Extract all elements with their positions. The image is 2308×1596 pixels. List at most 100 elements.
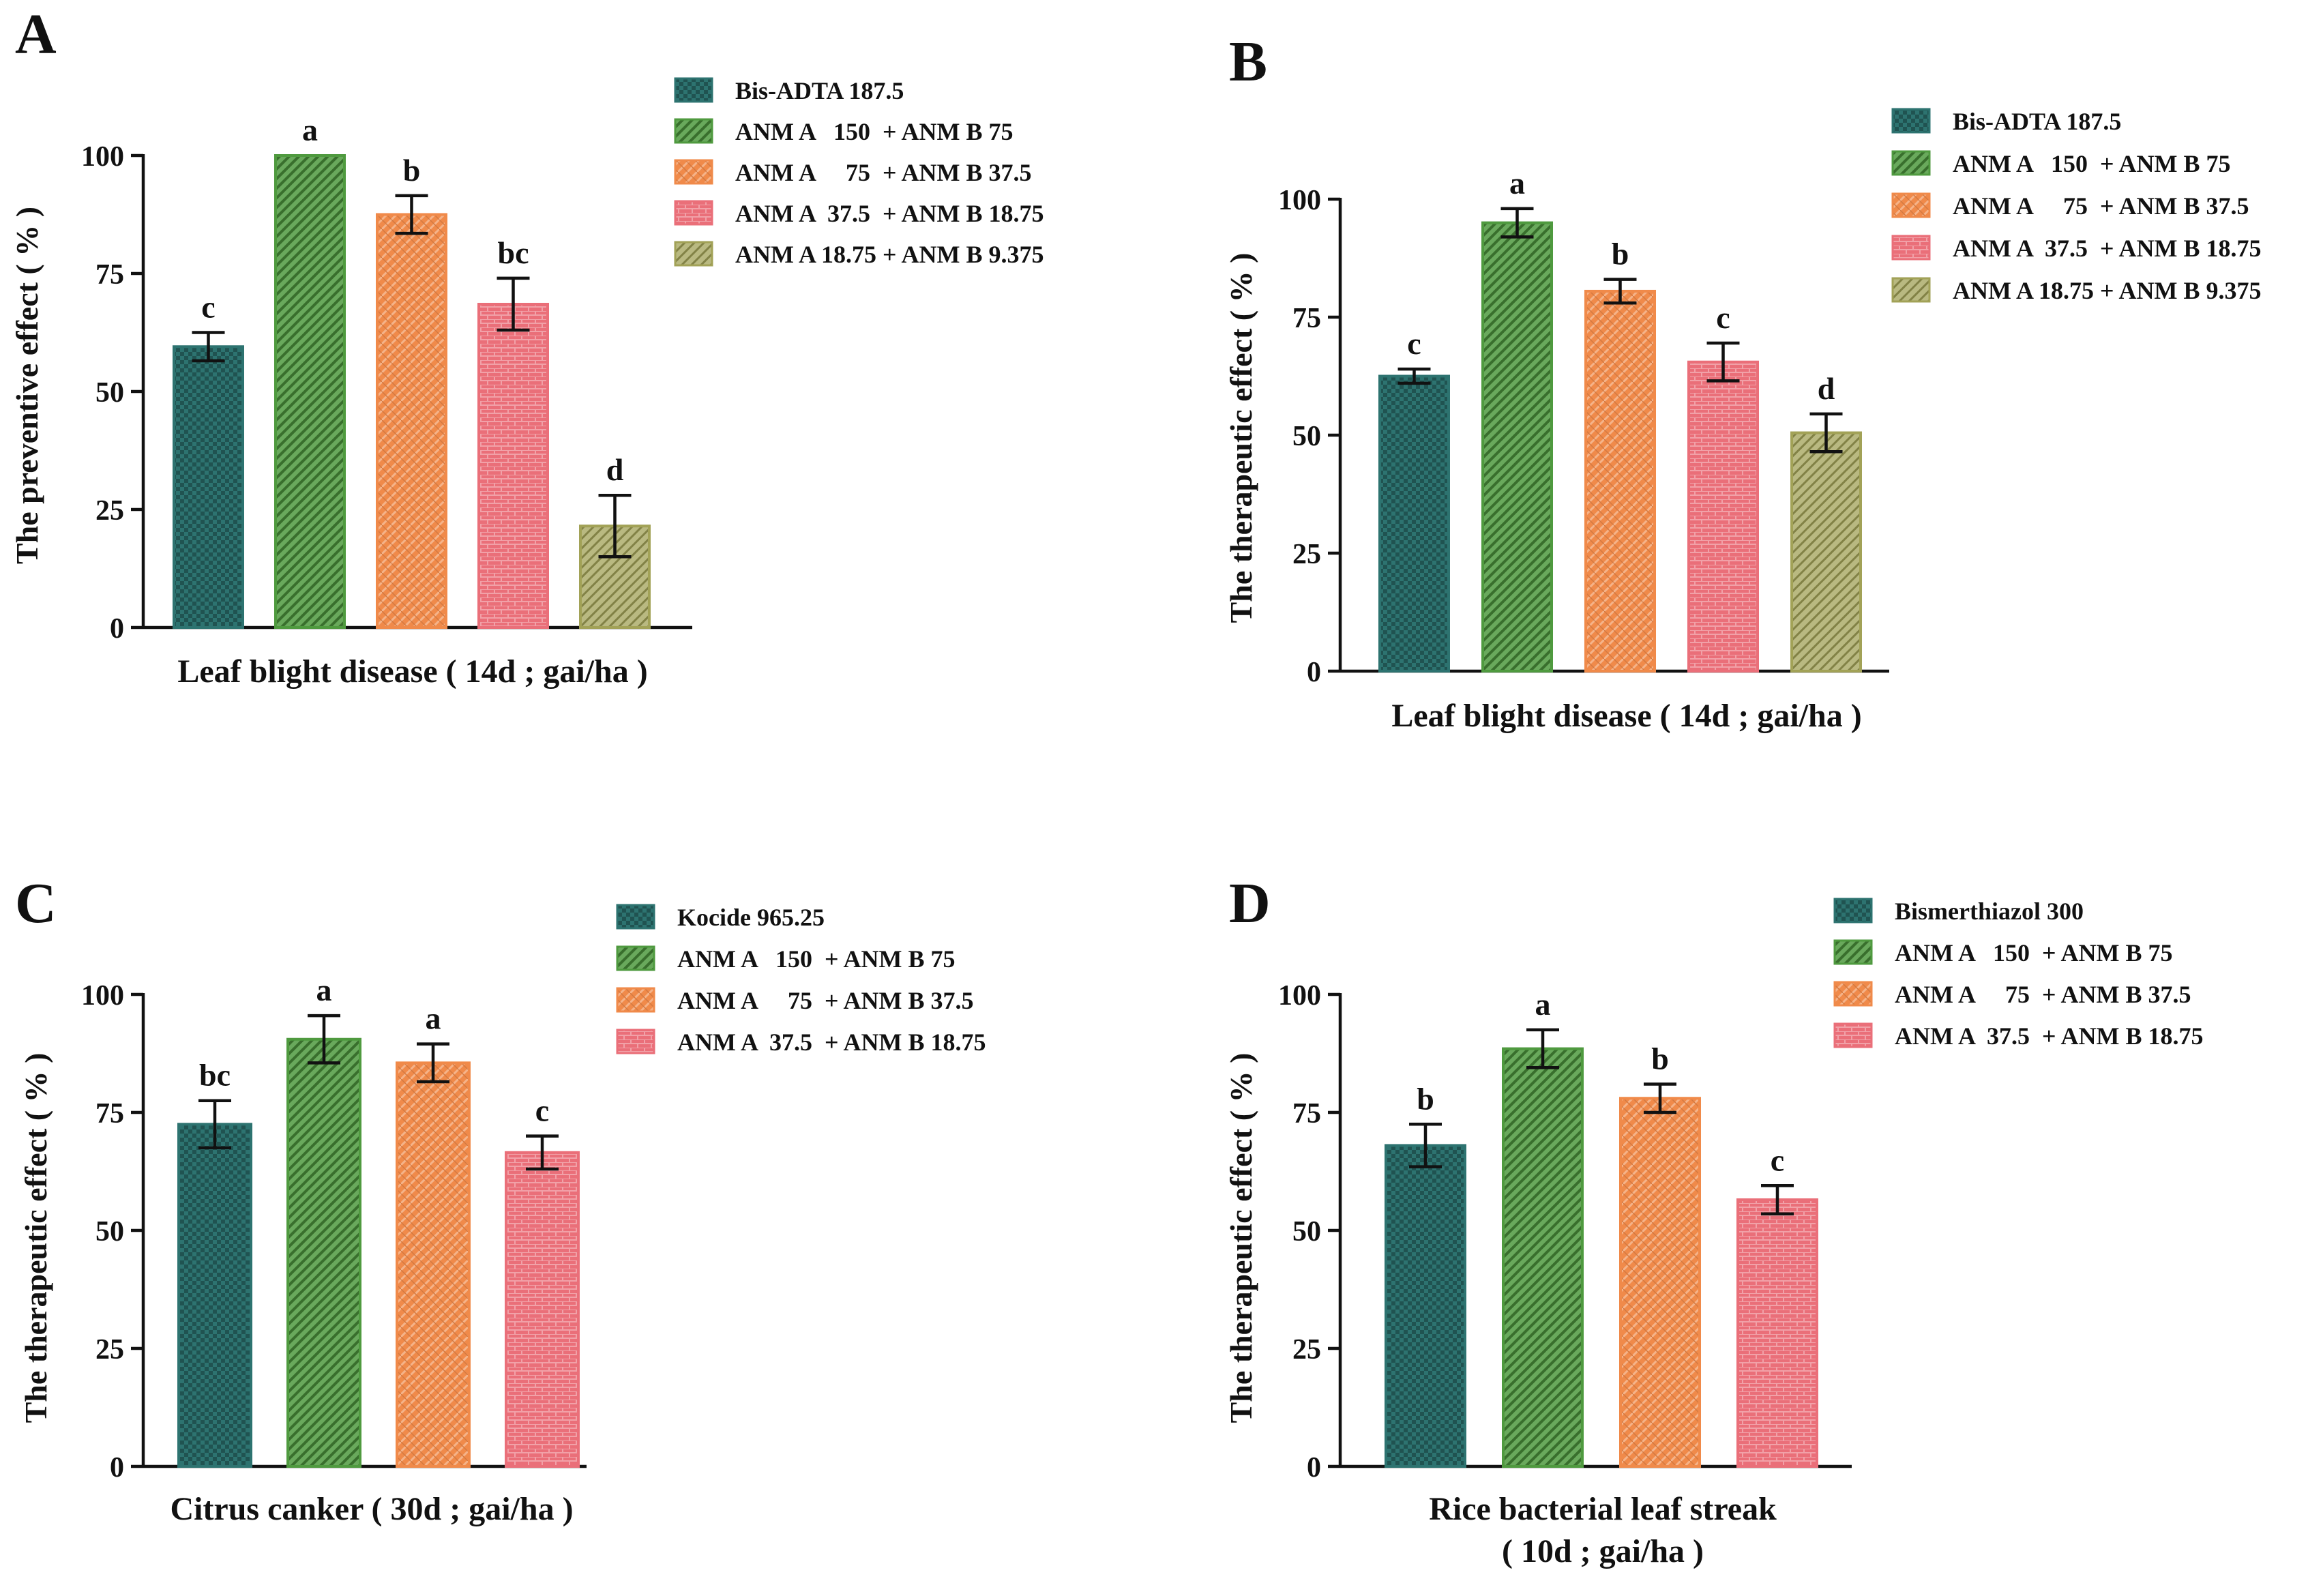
y-tick-label: 50 [95, 377, 124, 409]
y-tick-label: 0 [110, 1452, 124, 1483]
legend-label: Bismerthiazol 300 [1895, 898, 2084, 925]
legend-label: ANM A 75 + ANM B 37.5 [677, 987, 974, 1014]
error-bar [1409, 1123, 1442, 1168]
legend-label: ANM A 37.5 + ANM B 18.75 [1953, 235, 2262, 262]
bar [376, 213, 447, 629]
error-bar [1644, 1082, 1676, 1114]
bar [274, 154, 346, 629]
legend-label: Bis-ADTA 187.5 [1953, 108, 2121, 135]
significance-letter: b [1417, 1081, 1434, 1116]
y-tick-label: 0 [1307, 1452, 1321, 1483]
significance-letter: c [1771, 1142, 1784, 1177]
error-bar [1526, 1028, 1559, 1069]
y-tick-label: 75 [95, 259, 124, 291]
y-axis-label: The preventive effect ( % ) [10, 207, 44, 564]
y-tick-label: 75 [1292, 1098, 1321, 1129]
x-axis-label: Citrus canker ( 30d ; gai/ha ) [170, 1491, 573, 1527]
y-axis-label: The therapeutic effect ( % ) [1224, 1053, 1258, 1423]
bar [1619, 1097, 1701, 1468]
panel-A: A 0 25 50 75 100 The preventive effect ( % ) Le… [10, 3, 1044, 690]
x-axis-label: ( 10d ; gai/ha ) [1502, 1533, 1704, 1569]
significance-letter: d [606, 452, 624, 487]
significance-letter: bc [199, 1058, 231, 1093]
legend-swatch [1891, 277, 1931, 303]
y-tick-label: 50 [1292, 1216, 1321, 1247]
legend-label: ANM A 37.5 + ANM B 18.75 [1895, 1022, 2204, 1050]
x-axis-label: Leaf blight disease ( 14d ; gai/ha ) [1391, 698, 1861, 734]
legend-swatch [1891, 108, 1931, 134]
y-tick-label: 100 [81, 141, 124, 173]
y-tick-label: 100 [1278, 185, 1321, 216]
legend-label: ANM A 150 + ANM B 75 [677, 945, 956, 973]
significance-letter: b [403, 153, 421, 188]
y-tick-label: 75 [1292, 303, 1321, 334]
legend-label: Kocide 965.25 [677, 904, 825, 931]
bar [1385, 1144, 1466, 1468]
legend-swatch [1833, 981, 1873, 1007]
y-tick-label: 50 [95, 1216, 124, 1247]
panel-letter: B [1229, 30, 1267, 93]
significance-letter: c [535, 1093, 549, 1128]
y-tick-label: 25 [95, 1334, 124, 1365]
error-bar [526, 1134, 559, 1171]
legend-label: ANM A 150 + ANM B 75 [1953, 150, 2231, 177]
legend-label: ANM A 37.5 + ANM B 18.75 [735, 200, 1044, 227]
error-bar [1603, 278, 1637, 305]
y-axis-label: The therapeutic effect ( % ) [18, 1053, 53, 1423]
x-axis-label: Rice bacterial leaf streak [1429, 1491, 1777, 1527]
error-bar [1397, 367, 1431, 385]
legend-swatch [674, 200, 713, 226]
error-bar [395, 194, 428, 235]
y-tick-label: 25 [1292, 539, 1321, 570]
error-bar [308, 1014, 340, 1065]
error-bar [1809, 412, 1843, 454]
bar [477, 302, 549, 629]
significance-letter: b [1612, 237, 1629, 271]
y-tick-label: 25 [1292, 1334, 1321, 1365]
legend-swatch [674, 77, 713, 103]
y-tick-label: 25 [95, 495, 124, 527]
significance-letter: c [201, 290, 215, 325]
bar [1687, 360, 1759, 673]
bar [396, 1061, 471, 1468]
error-bar [497, 276, 530, 332]
y-axis-label: The therapeutic effect ( % ) [1224, 253, 1258, 623]
x-axis-label: Leaf blight disease ( 14d ; gai/ha ) [177, 653, 647, 690]
panel-letter: D [1229, 872, 1271, 935]
panel-letter: C [15, 872, 57, 935]
bar [1502, 1047, 1584, 1468]
significance-letter: d [1818, 371, 1835, 406]
significance-letter: c [1716, 300, 1730, 335]
y-tick-label: 75 [95, 1098, 124, 1129]
legend-swatch [1833, 898, 1873, 923]
bar [1378, 374, 1450, 673]
legend-swatch [674, 159, 713, 185]
error-bar [598, 493, 632, 559]
legend-swatch [616, 904, 655, 930]
legend-swatch [1891, 150, 1931, 176]
bar [1790, 431, 1862, 673]
panel-B: B 0 25 50 75 100 The therapeutic effect ( % ) L… [1224, 30, 2262, 734]
bar [286, 1037, 361, 1468]
legend-swatch [1833, 1022, 1873, 1048]
significance-letter: a [1509, 166, 1525, 201]
error-bar [198, 1099, 231, 1150]
legend-label: ANM A 18.75 + ANM B 9.375 [735, 241, 1044, 268]
significance-letter: c [1407, 326, 1421, 361]
legend-label: ANM A 75 + ANM B 37.5 [735, 159, 1032, 186]
bar [173, 345, 244, 629]
bar [1584, 289, 1656, 673]
legend-label: ANM A 37.5 + ANM B 18.75 [677, 1029, 986, 1056]
y-tick-label: 0 [1307, 657, 1321, 688]
legend-swatch [616, 1029, 655, 1054]
legend-label: ANM A 150 + ANM B 75 [1895, 939, 2173, 966]
error-bar [192, 331, 225, 363]
significance-letter: a [316, 973, 332, 1007]
legend-label: ANM A 150 + ANM B 75 [735, 118, 1014, 145]
significance-letter: bc [498, 235, 529, 270]
legend-swatch [1891, 235, 1931, 261]
error-bar [1706, 341, 1740, 383]
legend-swatch [616, 987, 655, 1013]
error-bar [417, 1042, 449, 1084]
